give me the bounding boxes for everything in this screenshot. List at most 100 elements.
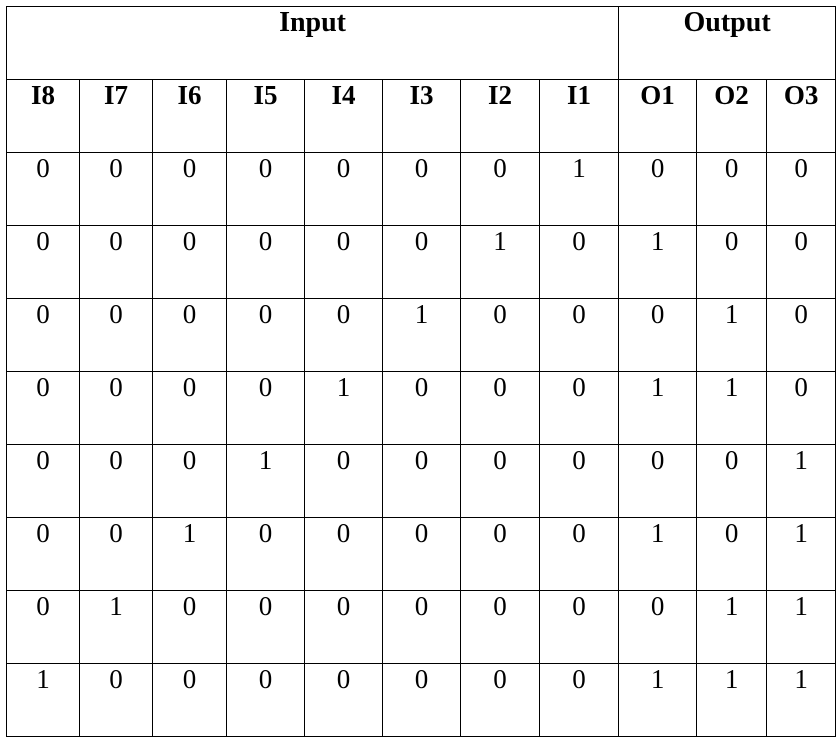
- output-cell: 0: [766, 371, 837, 445]
- input-group-header: Input: [5, 6, 620, 80]
- input-cell: 0: [382, 517, 461, 591]
- output-cell: 0: [618, 152, 698, 226]
- column-header-i1: I1: [538, 79, 620, 153]
- input-cell: 0: [538, 663, 620, 737]
- output-cell: 1: [618, 663, 698, 737]
- input-cell: 0: [152, 152, 227, 226]
- input-cell: 0: [304, 663, 383, 737]
- input-cell: 0: [79, 663, 153, 737]
- input-cell: 0: [460, 444, 540, 518]
- input-cell: 0: [304, 152, 383, 226]
- input-cell: 0: [226, 371, 305, 445]
- group-header-row: Input Output: [5, 6, 837, 80]
- input-cell: 0: [6, 225, 80, 299]
- input-cell: 0: [6, 517, 80, 591]
- encoder-truth-table: Input Output I8 I7 I6 I5 I4 I3 I2 I1 O1 …: [5, 6, 837, 737]
- output-group-header: Output: [618, 6, 837, 80]
- column-header-i3: I3: [382, 79, 461, 153]
- input-cell: 0: [460, 298, 540, 372]
- input-cell: 1: [6, 663, 80, 737]
- input-cell: 1: [226, 444, 305, 518]
- input-cell: 0: [152, 371, 227, 445]
- input-cell: 0: [226, 663, 305, 737]
- output-cell: 0: [618, 298, 698, 372]
- input-cell: 0: [6, 298, 80, 372]
- input-cell: 0: [460, 371, 540, 445]
- output-cell: 0: [696, 225, 768, 299]
- input-cell: 0: [226, 590, 305, 664]
- output-cell: 1: [766, 590, 837, 664]
- input-cell: 0: [460, 517, 540, 591]
- output-cell: 0: [618, 590, 698, 664]
- input-cell: 0: [538, 298, 620, 372]
- input-cell: 0: [6, 590, 80, 664]
- column-header-i6: I6: [152, 79, 227, 153]
- column-header-row: I8 I7 I6 I5 I4 I3 I2 I1 O1 O2 O3: [6, 79, 837, 153]
- input-cell: 1: [460, 225, 540, 299]
- column-header-i8: I8: [6, 79, 80, 153]
- input-cell: 0: [304, 444, 383, 518]
- output-cell: 1: [766, 517, 837, 591]
- input-cell: 0: [152, 663, 227, 737]
- input-cell: 0: [79, 152, 153, 226]
- input-cell: 0: [382, 444, 461, 518]
- output-cell: 0: [696, 152, 768, 226]
- input-cell: 1: [304, 371, 383, 445]
- input-cell: 0: [538, 590, 620, 664]
- column-header-o2: O2: [696, 79, 768, 153]
- input-cell: 0: [152, 590, 227, 664]
- column-header-i5: I5: [226, 79, 305, 153]
- input-cell: 0: [226, 152, 305, 226]
- output-cell: 1: [696, 663, 768, 737]
- input-cell: 0: [152, 298, 227, 372]
- input-cell: 0: [304, 517, 383, 591]
- input-cell: 0: [6, 152, 80, 226]
- output-cell: 0: [766, 298, 837, 372]
- input-cell: 1: [152, 517, 227, 591]
- input-cell: 0: [304, 298, 383, 372]
- input-cell: 0: [79, 517, 153, 591]
- input-cell: 0: [79, 371, 153, 445]
- input-cell: 0: [79, 225, 153, 299]
- input-cell: 0: [382, 152, 461, 226]
- column-header-o3: O3: [766, 79, 837, 153]
- output-cell: 1: [766, 663, 837, 737]
- output-cell: 1: [696, 590, 768, 664]
- column-header-i4: I4: [304, 79, 383, 153]
- input-cell: 0: [382, 225, 461, 299]
- input-cell: 0: [304, 590, 383, 664]
- output-cell: 1: [618, 517, 698, 591]
- input-cell: 0: [538, 444, 620, 518]
- output-cell: 1: [766, 444, 837, 518]
- input-cell: 0: [460, 152, 540, 226]
- input-cell: 0: [538, 371, 620, 445]
- output-cell: 0: [766, 225, 837, 299]
- column-header-o1: O1: [618, 79, 698, 153]
- input-cell: 0: [6, 371, 80, 445]
- input-cell: 0: [304, 225, 383, 299]
- input-cell: 0: [382, 371, 461, 445]
- input-cell: 0: [538, 225, 620, 299]
- output-cell: 1: [618, 371, 698, 445]
- input-cell: 1: [79, 590, 153, 664]
- input-cell: 0: [460, 663, 540, 737]
- input-cell: 0: [226, 225, 305, 299]
- output-cell: 0: [766, 152, 837, 226]
- input-cell: 1: [538, 152, 620, 226]
- output-cell: 0: [618, 444, 698, 518]
- input-cell: 0: [382, 590, 461, 664]
- column-header-i7: I7: [79, 79, 153, 153]
- input-cell: 1: [382, 298, 461, 372]
- output-cell: 1: [696, 371, 768, 445]
- input-cell: 0: [6, 444, 80, 518]
- input-cell: 0: [382, 663, 461, 737]
- input-cell: 0: [538, 517, 620, 591]
